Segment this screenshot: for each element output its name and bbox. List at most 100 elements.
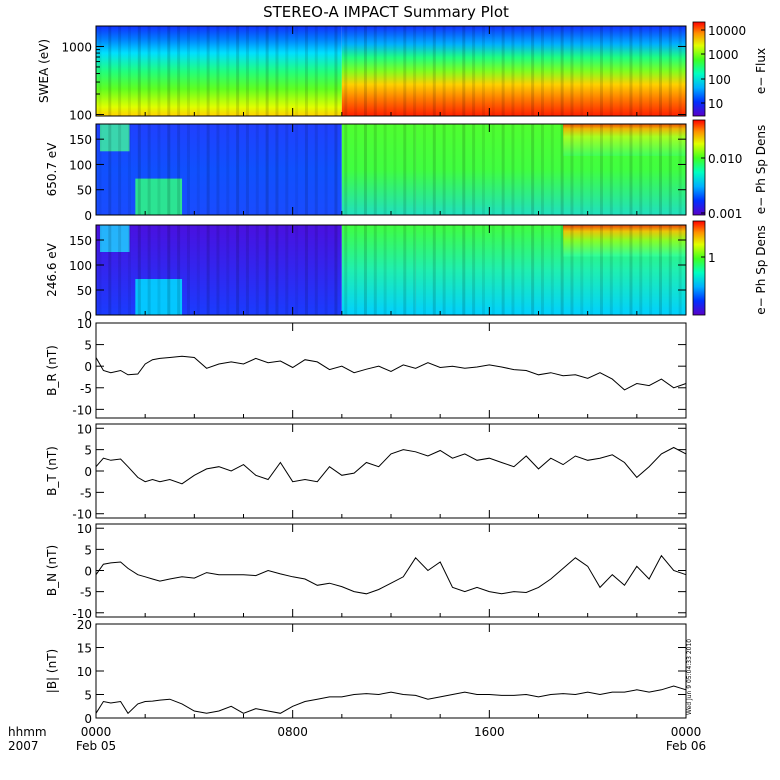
heatmap-streak <box>275 225 279 315</box>
generation-timestamp: Wed Jun 9 05:04:33 2010 <box>686 639 693 715</box>
heatmap-streak <box>314 225 318 315</box>
heatmap-streak <box>550 124 554 215</box>
y-tick-label: 1000 <box>61 40 92 54</box>
heatmap-streak <box>422 26 426 116</box>
heatmap-streak <box>442 225 446 315</box>
x-tick-date-label: Feb 05 <box>76 739 116 753</box>
heatmap-streak <box>570 124 574 215</box>
heatmap-streak <box>354 124 358 215</box>
heatmap-streak <box>344 124 348 215</box>
heatmap-streak <box>295 26 299 116</box>
heatmap-streak <box>255 26 259 116</box>
heatmap-streak <box>393 124 397 215</box>
heatmap-streak <box>678 124 682 215</box>
y-tick-label: 5 <box>84 444 92 458</box>
heatmap-streak <box>481 26 485 116</box>
y-tick-label: 150 <box>69 234 92 248</box>
heatmap-streak <box>590 26 594 116</box>
heatmap-patch <box>135 178 183 215</box>
heatmap-streak <box>619 26 623 116</box>
heatmap-streak <box>98 124 102 215</box>
heatmap-streak <box>580 124 584 215</box>
heatmap-streak <box>334 26 338 116</box>
y-tick-label: -10 <box>72 607 92 621</box>
heatmap-streak <box>403 26 407 116</box>
heatmap-streak <box>678 225 682 315</box>
heatmap-streak <box>531 26 535 116</box>
y-axis-label: B_R (nT) <box>45 345 59 396</box>
heatmap-streak <box>236 26 240 116</box>
y-tick-label: 20 <box>77 618 92 632</box>
heatmap-streak <box>363 26 367 116</box>
heatmap-streak <box>639 225 643 315</box>
heatmap-streak <box>196 26 200 116</box>
heatmap-streak <box>324 124 328 215</box>
heatmap-streak <box>521 124 525 215</box>
heatmap-patch <box>100 225 130 252</box>
heatmap-streak <box>649 26 653 116</box>
heatmap-streak <box>167 26 171 116</box>
heatmap-streak <box>481 225 485 315</box>
heatmap-streak <box>462 26 466 116</box>
heatmap-streak <box>216 225 220 315</box>
heatmap-streak <box>186 26 190 116</box>
heatmap-streak <box>501 26 505 116</box>
y-tick-label: 0 <box>84 712 92 726</box>
heatmap-streak <box>206 124 210 215</box>
data-series-line <box>95 446 687 485</box>
heatmap-streak <box>619 124 623 215</box>
colorbar <box>692 220 706 316</box>
heatmap-streak <box>334 124 338 215</box>
colorbar-tick-label: 10000 <box>708 24 746 38</box>
heatmap-streak <box>658 26 662 116</box>
heatmap-streak <box>354 26 358 116</box>
heatmap-streak <box>363 225 367 315</box>
colorbar-tick-label: 1 <box>708 251 716 265</box>
heatmap-streak <box>491 124 495 215</box>
y-axis-label: 650.7 eV <box>45 142 59 197</box>
heatmap-panels: 1000 100 SWEA (eV) 150 100 50 0 650.7 eV 150 100 5… <box>37 25 687 323</box>
heatmap-streak <box>540 26 544 116</box>
heatmap-streak <box>295 124 299 215</box>
heatmap-streak <box>531 225 535 315</box>
heatmap-streak <box>403 225 407 315</box>
y-axis-label: B_T (nT) <box>45 446 59 496</box>
heatmap-streak <box>265 124 269 215</box>
panel-frame <box>95 322 687 419</box>
heatmap-streak <box>678 26 682 116</box>
y-tick-label: 0 <box>84 360 92 374</box>
heatmap-region-early <box>96 26 342 116</box>
heatmap-streak <box>403 124 407 215</box>
heatmap-streak <box>511 124 515 215</box>
x-tick-label: 0000 <box>671 725 702 739</box>
y-tick-label: 50 <box>77 284 92 298</box>
x-tick-date-label: Feb 06 <box>666 739 706 753</box>
heatmap-streak <box>422 124 426 215</box>
heatmap-streak <box>108 124 112 215</box>
heatmap-streak <box>442 124 446 215</box>
heatmap-streak <box>314 26 318 116</box>
heatmap-streak <box>393 26 397 116</box>
heatmap-streak <box>658 124 662 215</box>
heatmap-streak <box>265 26 269 116</box>
colorbar-label: e− Flux <box>754 48 768 94</box>
heatmap-streak <box>206 26 210 116</box>
heatmap-streak <box>324 225 328 315</box>
heatmap-streak <box>570 26 574 116</box>
heatmap-streak <box>373 225 377 315</box>
heatmap-streak <box>649 225 653 315</box>
time-axis-label-top: hhmm <box>8 725 47 739</box>
y-tick-label: 10 <box>77 317 92 331</box>
heatmap-streak <box>216 26 220 116</box>
heatmap-streak <box>383 26 387 116</box>
heatmap-streak <box>334 225 338 315</box>
y-tick-label: 50 <box>77 184 92 198</box>
heatmap-streak <box>118 124 122 215</box>
y-tick-label: -5 <box>80 586 92 600</box>
heatmap-streak <box>658 225 662 315</box>
y-tick-label: -5 <box>80 382 92 396</box>
heatmap-streak <box>196 225 200 315</box>
heatmap-streak <box>599 26 603 116</box>
y-tick-label: 10 <box>77 665 92 679</box>
